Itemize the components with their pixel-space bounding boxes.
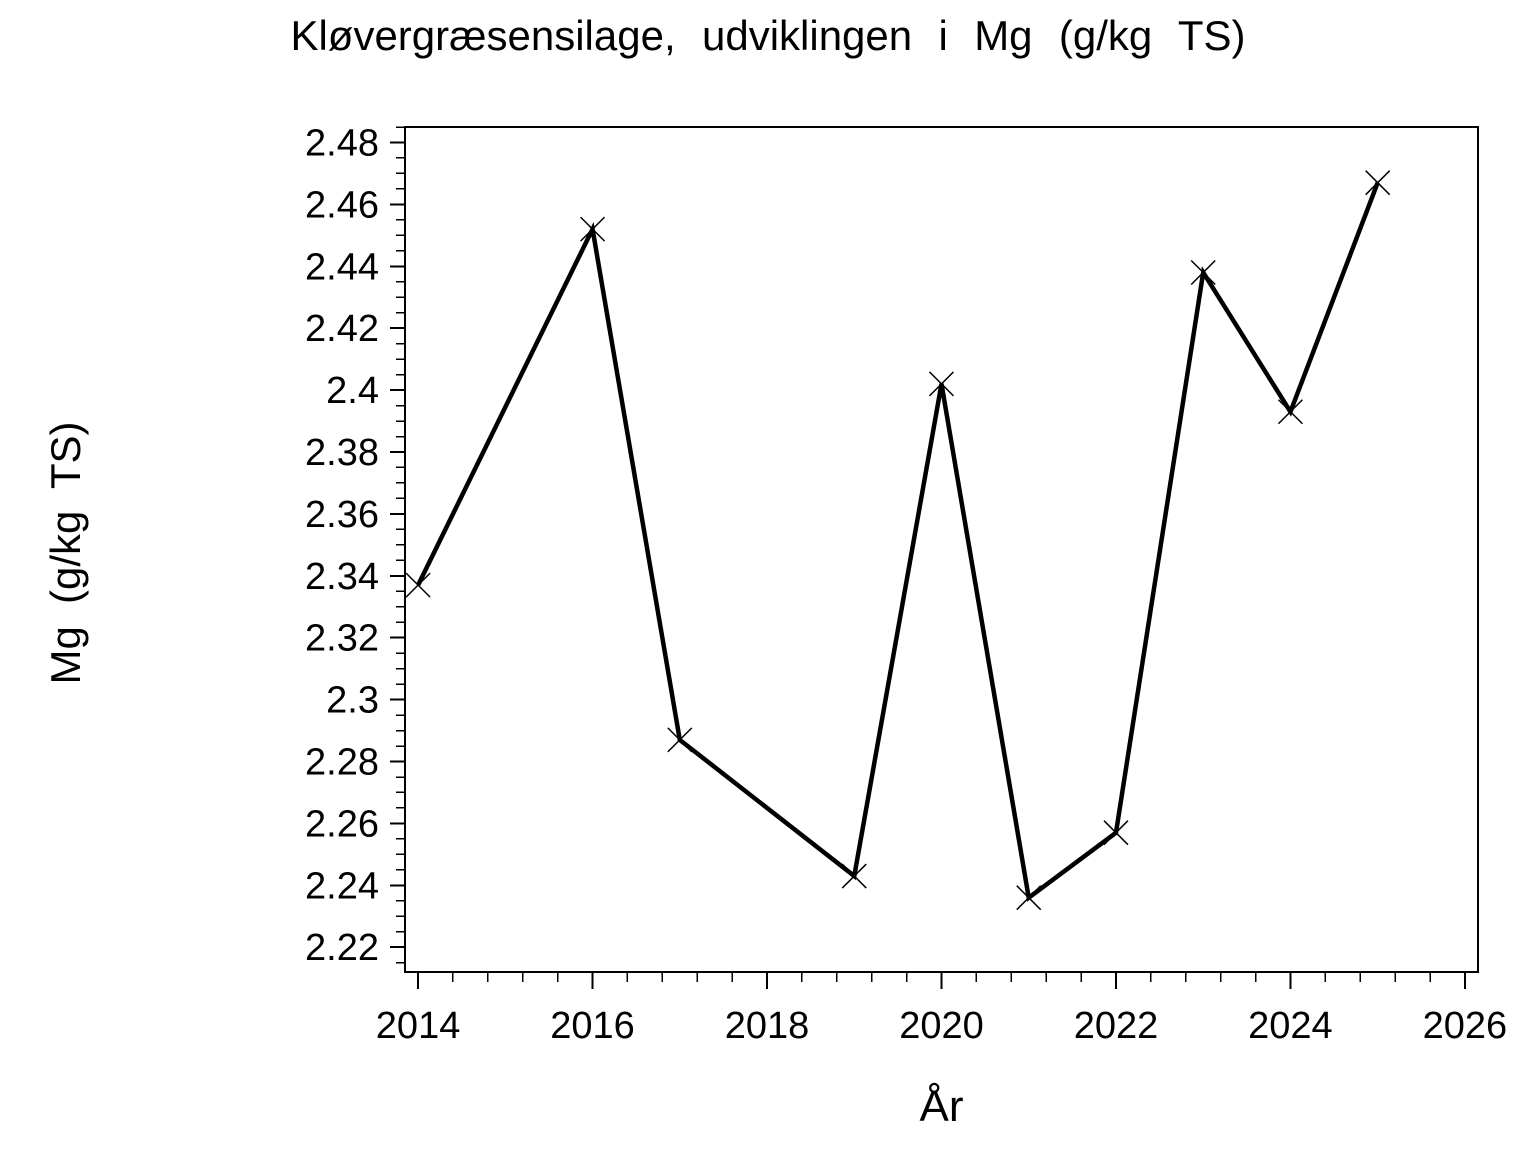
x-axis-title: År — [919, 1082, 964, 1131]
data-point-marker — [580, 216, 606, 242]
x-tick-label: 2016 — [550, 1005, 635, 1047]
x-tick-label: 2022 — [1074, 1005, 1159, 1047]
x-tick-label: 2014 — [376, 1005, 461, 1047]
data-point-marker — [1103, 820, 1129, 846]
y-tick-label: 2.26 — [305, 803, 379, 845]
x-tick-label: 2020 — [899, 1005, 984, 1047]
y-tick-label: 2.3 — [326, 680, 379, 722]
data-point-marker — [1016, 885, 1042, 911]
y-tick-label: 2.24 — [305, 865, 379, 907]
y-tick-label: 2.34 — [305, 556, 379, 598]
data-point-marker — [928, 371, 955, 397]
y-tick-label: 2.4 — [326, 370, 379, 412]
x-tick-label: 2024 — [1248, 1005, 1333, 1047]
data-point-marker — [1190, 259, 1216, 286]
data-point-marker — [667, 727, 693, 753]
y-tick-label: 2.28 — [305, 742, 379, 784]
y-tick-label: 2.48 — [305, 122, 379, 164]
y-tick-label: 2.22 — [305, 927, 379, 969]
y-tick-label: 2.42 — [305, 308, 379, 350]
y-tick-label: 2.46 — [305, 184, 379, 226]
y-tick-label: 2.32 — [305, 618, 379, 660]
data-line — [416, 181, 1380, 902]
y-tick-label: 2.36 — [305, 494, 379, 536]
x-tick-label: 2026 — [1423, 1005, 1508, 1047]
y-tick-label: 2.38 — [305, 432, 379, 474]
chart-title: Kløvergræsensilage, udviklingen i Mg (g/… — [290, 12, 1246, 59]
plot-frame — [404, 126, 1479, 973]
data-point-marker — [1365, 170, 1391, 196]
data-point-marker — [841, 863, 867, 889]
y-tick-label: 2.44 — [305, 246, 379, 288]
x-tick-label: 2018 — [725, 1005, 810, 1047]
data-point-marker — [1277, 399, 1303, 425]
data-point-marker — [405, 572, 431, 598]
